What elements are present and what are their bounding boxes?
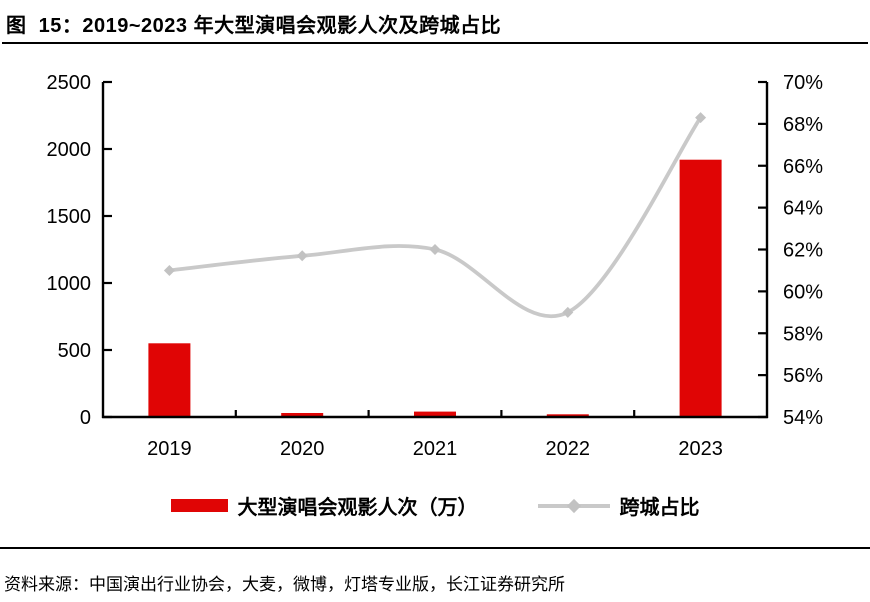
figure-title: 图 15：2019~2023 年大型演唱会观影人次及跨城占比	[6, 15, 502, 37]
x-label-2019: 2019	[147, 438, 192, 460]
right-tick-label: 66%	[783, 156, 823, 178]
left-tick-label: 2500	[47, 72, 92, 94]
legend-item-line: 跨城占比	[537, 491, 700, 520]
right-tick-label: 60%	[783, 281, 823, 303]
bar-2020	[281, 413, 324, 417]
left-tick-label: 500	[58, 340, 91, 362]
title-divider	[2, 42, 868, 44]
left-tick-label: 1000	[47, 273, 92, 295]
bar-2019	[148, 343, 191, 417]
trend-line	[167, 115, 703, 319]
right-tick-label: 56%	[783, 365, 823, 387]
right-tick-label: 54%	[783, 407, 823, 429]
marker-2021	[429, 244, 441, 255]
right-tick-label: 64%	[783, 198, 823, 220]
line-legend-swatch	[537, 498, 610, 513]
chart-legend: 大型演唱会观影人次（万） 跨城占比	[0, 491, 870, 520]
bar-2022	[546, 414, 589, 417]
left-tick-label: 1500	[47, 206, 92, 228]
right-tick-label: 70%	[783, 72, 823, 94]
x-label-2020: 2020	[280, 438, 325, 460]
right-tick-label: 62%	[783, 240, 823, 262]
left-tick-label: 2000	[47, 139, 92, 161]
bar-legend-swatch	[170, 499, 228, 512]
x-label-2022: 2022	[546, 438, 591, 460]
line-legend-label: 跨城占比	[619, 497, 700, 519]
chart-canvas: 0 500 1000 1500 2000 2500 54% 56% 58% 60% 62% 64% 66…	[47, 72, 824, 460]
marker-2023	[695, 112, 707, 124]
marker-2022	[562, 306, 574, 318]
marker-2020	[296, 250, 308, 262]
right-tick-label: 58%	[783, 323, 823, 345]
bar-2023	[679, 159, 722, 417]
diamond-marker-icon	[566, 498, 581, 513]
footer-divider	[0, 547, 870, 549]
legend-item-bar: 大型演唱会观影人次（万）	[170, 491, 478, 520]
marker-2019	[163, 264, 175, 276]
x-label-2021: 2021	[413, 438, 458, 460]
left-tick-label: 0	[80, 407, 91, 429]
x-label-2023: 2023	[678, 438, 723, 460]
bar-2021	[414, 411, 456, 417]
right-tick-label: 68%	[783, 114, 823, 136]
bar-legend-label: 大型演唱会观影人次（万）	[237, 497, 478, 519]
source-note: 资料来源：中国演出行业协会，大麦，微博，灯塔专业版，长江证券研究所	[4, 575, 565, 594]
